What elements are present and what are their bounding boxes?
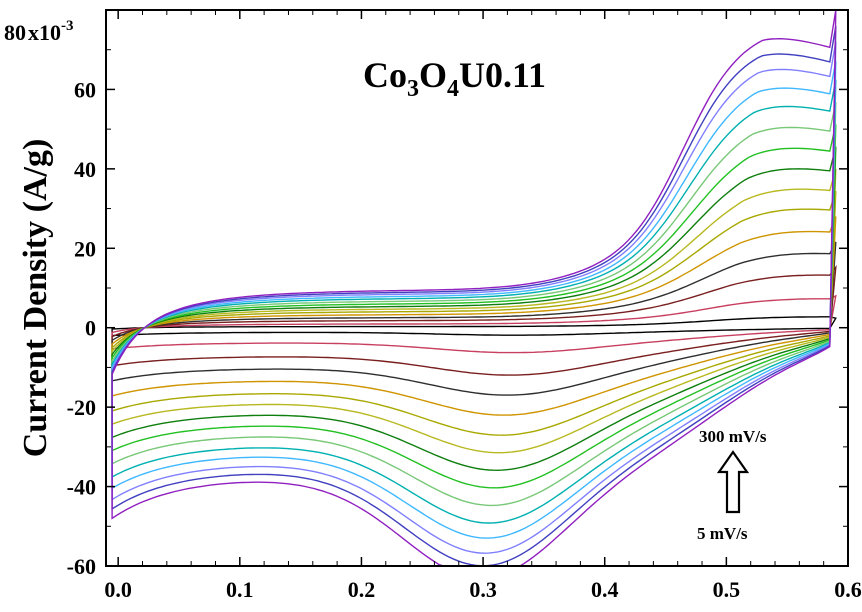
cv-curve-3 [111,264,837,376]
title-part-co: Co [363,55,407,95]
x-tick-label: 0.6 [834,577,862,602]
y-top-tick-label: 80 [4,20,26,45]
title-subscript-3: 3 [407,76,419,102]
title-part-u: U0.11 [459,55,546,95]
x-tick-label: 0.2 [348,577,376,602]
annotation-low-rate: 5 mV/s [697,524,748,543]
y-tick-label: 20 [74,236,96,261]
y-tick-label: -60 [67,554,96,579]
y-multiplier-base: x10 [28,20,61,45]
cv-curve-2 [111,294,837,354]
y-axis-title: Current Density (A/g) [17,139,54,458]
curves-group [111,9,837,567]
cv-curve-1 [111,316,837,337]
y-tick-label: -40 [67,475,96,500]
ticks-group: 0.0 0.1 0.2 0.3 0.4 0.5 0.6 -60 -40 -20 0 20 40 60 80 [4,9,862,602]
title-subscript-4: 4 [447,76,459,102]
x-tick-label: 0.1 [226,577,254,602]
x-tick-label: 0.3 [469,577,497,602]
y-multiplier-label: x10-3 [28,18,74,45]
y-tick-label: 0 [85,316,96,341]
x-tick-label: 0.4 [591,577,619,602]
y-tick-label: 60 [74,77,96,102]
y-tick-label: 40 [74,157,96,182]
y-multiplier-exponent: -3 [61,18,74,34]
y-tick-label: -20 [67,395,96,420]
x-tick-label: 0.5 [713,577,741,602]
scan-rate-arrow-icon [716,450,750,514]
x-tick-label: 0.0 [104,577,132,602]
annotation-high-rate: 300 mV/s [699,427,767,446]
chart-title: Co3O4U0.11 [363,55,546,102]
title-part-o: O [419,55,447,95]
cv-curve-15 [111,9,837,567]
